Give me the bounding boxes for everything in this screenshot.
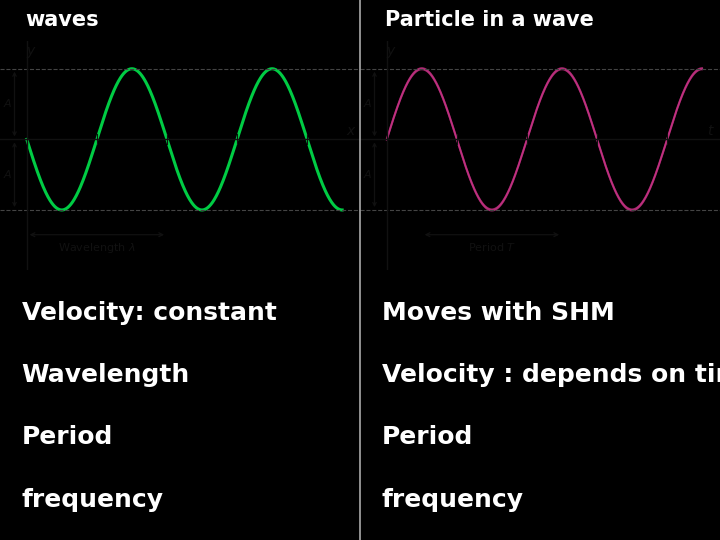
Text: Wavelength $\lambda$: Wavelength $\lambda$ <box>58 241 135 255</box>
Text: Velocity : depends on time: Velocity : depends on time <box>382 363 720 387</box>
Text: Period $T$: Period $T$ <box>468 241 516 253</box>
Text: A: A <box>364 170 372 180</box>
Text: A: A <box>4 99 12 109</box>
Text: Particle in a wave: Particle in a wave <box>385 10 594 30</box>
Text: Moves with SHM: Moves with SHM <box>382 301 614 325</box>
Text: t: t <box>706 124 712 138</box>
Text: A: A <box>364 99 372 109</box>
Text: y: y <box>26 44 35 58</box>
Text: Wavelength: Wavelength <box>22 363 190 387</box>
Text: Period: Period <box>382 426 473 449</box>
Text: Velocity: constant: Velocity: constant <box>22 301 276 325</box>
Text: waves: waves <box>25 10 99 30</box>
Text: frequency: frequency <box>382 488 523 511</box>
Text: y: y <box>386 44 395 58</box>
Text: A: A <box>4 170 12 180</box>
Text: Period: Period <box>22 426 113 449</box>
Text: x: x <box>346 124 355 138</box>
Text: frequency: frequency <box>22 488 163 511</box>
